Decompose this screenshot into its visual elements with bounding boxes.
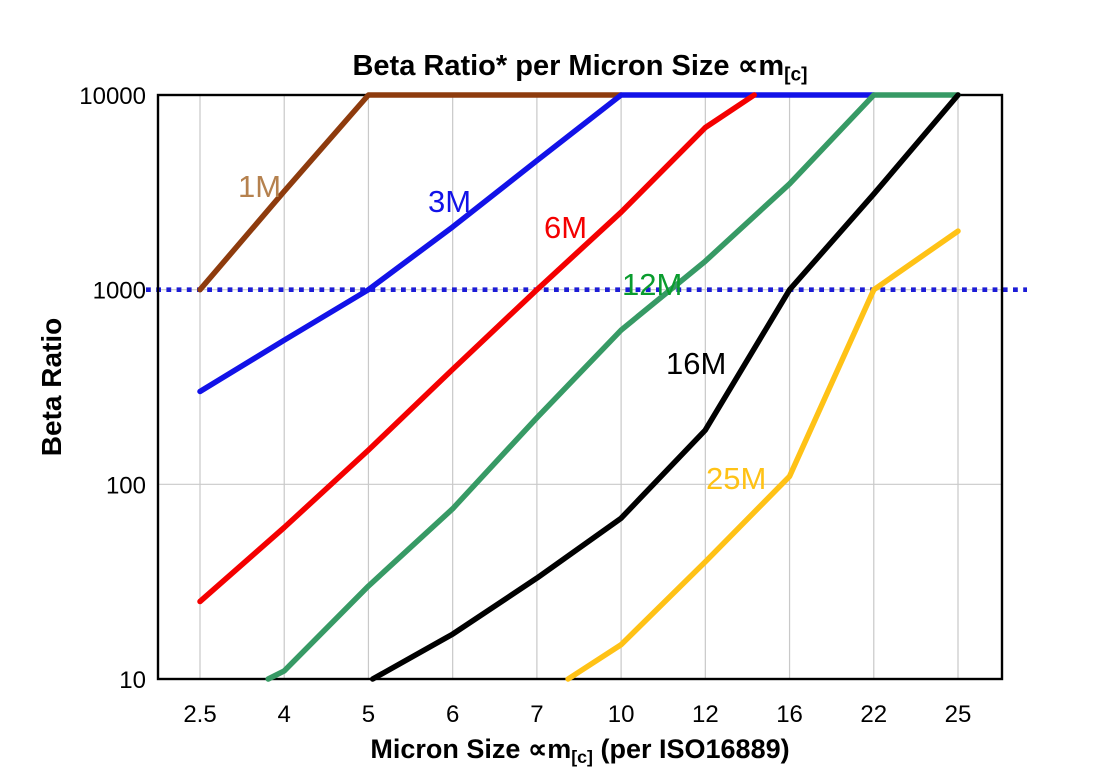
series-label-12M: 12M: [622, 267, 682, 302]
chart-title-subscript: [c]: [784, 64, 808, 86]
x-tick-label: 25: [945, 701, 972, 728]
y-tick-label: 100: [106, 472, 146, 499]
series-line-1M: [197, 92, 624, 293]
series-line-16M: [369, 92, 961, 682]
chart-title-text: Beta Ratio* per Micron Size: [352, 50, 738, 82]
y-tick-label: 10: [119, 667, 146, 694]
x-tick-label: 5: [362, 701, 375, 728]
x-axis-title: Micron Size ∝m[c] (per ISO16889): [158, 734, 1002, 768]
series-line-6M: [197, 92, 757, 605]
series-line-3M: [197, 92, 877, 395]
y-tick-label: 1000: [93, 278, 146, 305]
x-tick-label: 10: [608, 701, 635, 728]
x-axis-title-text: Micron Size: [370, 734, 528, 764]
x-tick-label: 22: [860, 701, 887, 728]
series-label-25M: 25M: [706, 461, 766, 496]
series-label-16M: 16M: [666, 346, 726, 381]
chart-title-symbol: ∝m: [737, 50, 785, 82]
x-tick-label: 6: [446, 701, 459, 728]
x-tick-label: 16: [776, 701, 803, 728]
series-line-12M: [265, 92, 961, 682]
series-label-1M: 1M: [238, 169, 281, 204]
x-tick-label: 7: [530, 701, 543, 728]
series-label-6M: 6M: [544, 210, 587, 245]
x-axis-title-subscript: [c]: [571, 746, 593, 767]
x-tick-label: 4: [278, 701, 291, 728]
series-line-25M: [565, 228, 961, 682]
y-tick-label: 10000: [79, 83, 146, 110]
series-label-3M: 3M: [428, 184, 471, 219]
x-tick-label: 2.5: [183, 701, 216, 728]
x-axis-title-suffix: (per ISO16889): [593, 734, 790, 764]
chart-title: Beta Ratio* per Micron Size ∝m[c]: [158, 48, 1002, 86]
x-tick-label: 12: [692, 701, 719, 728]
x-axis-title-symbol: ∝m: [527, 734, 572, 764]
